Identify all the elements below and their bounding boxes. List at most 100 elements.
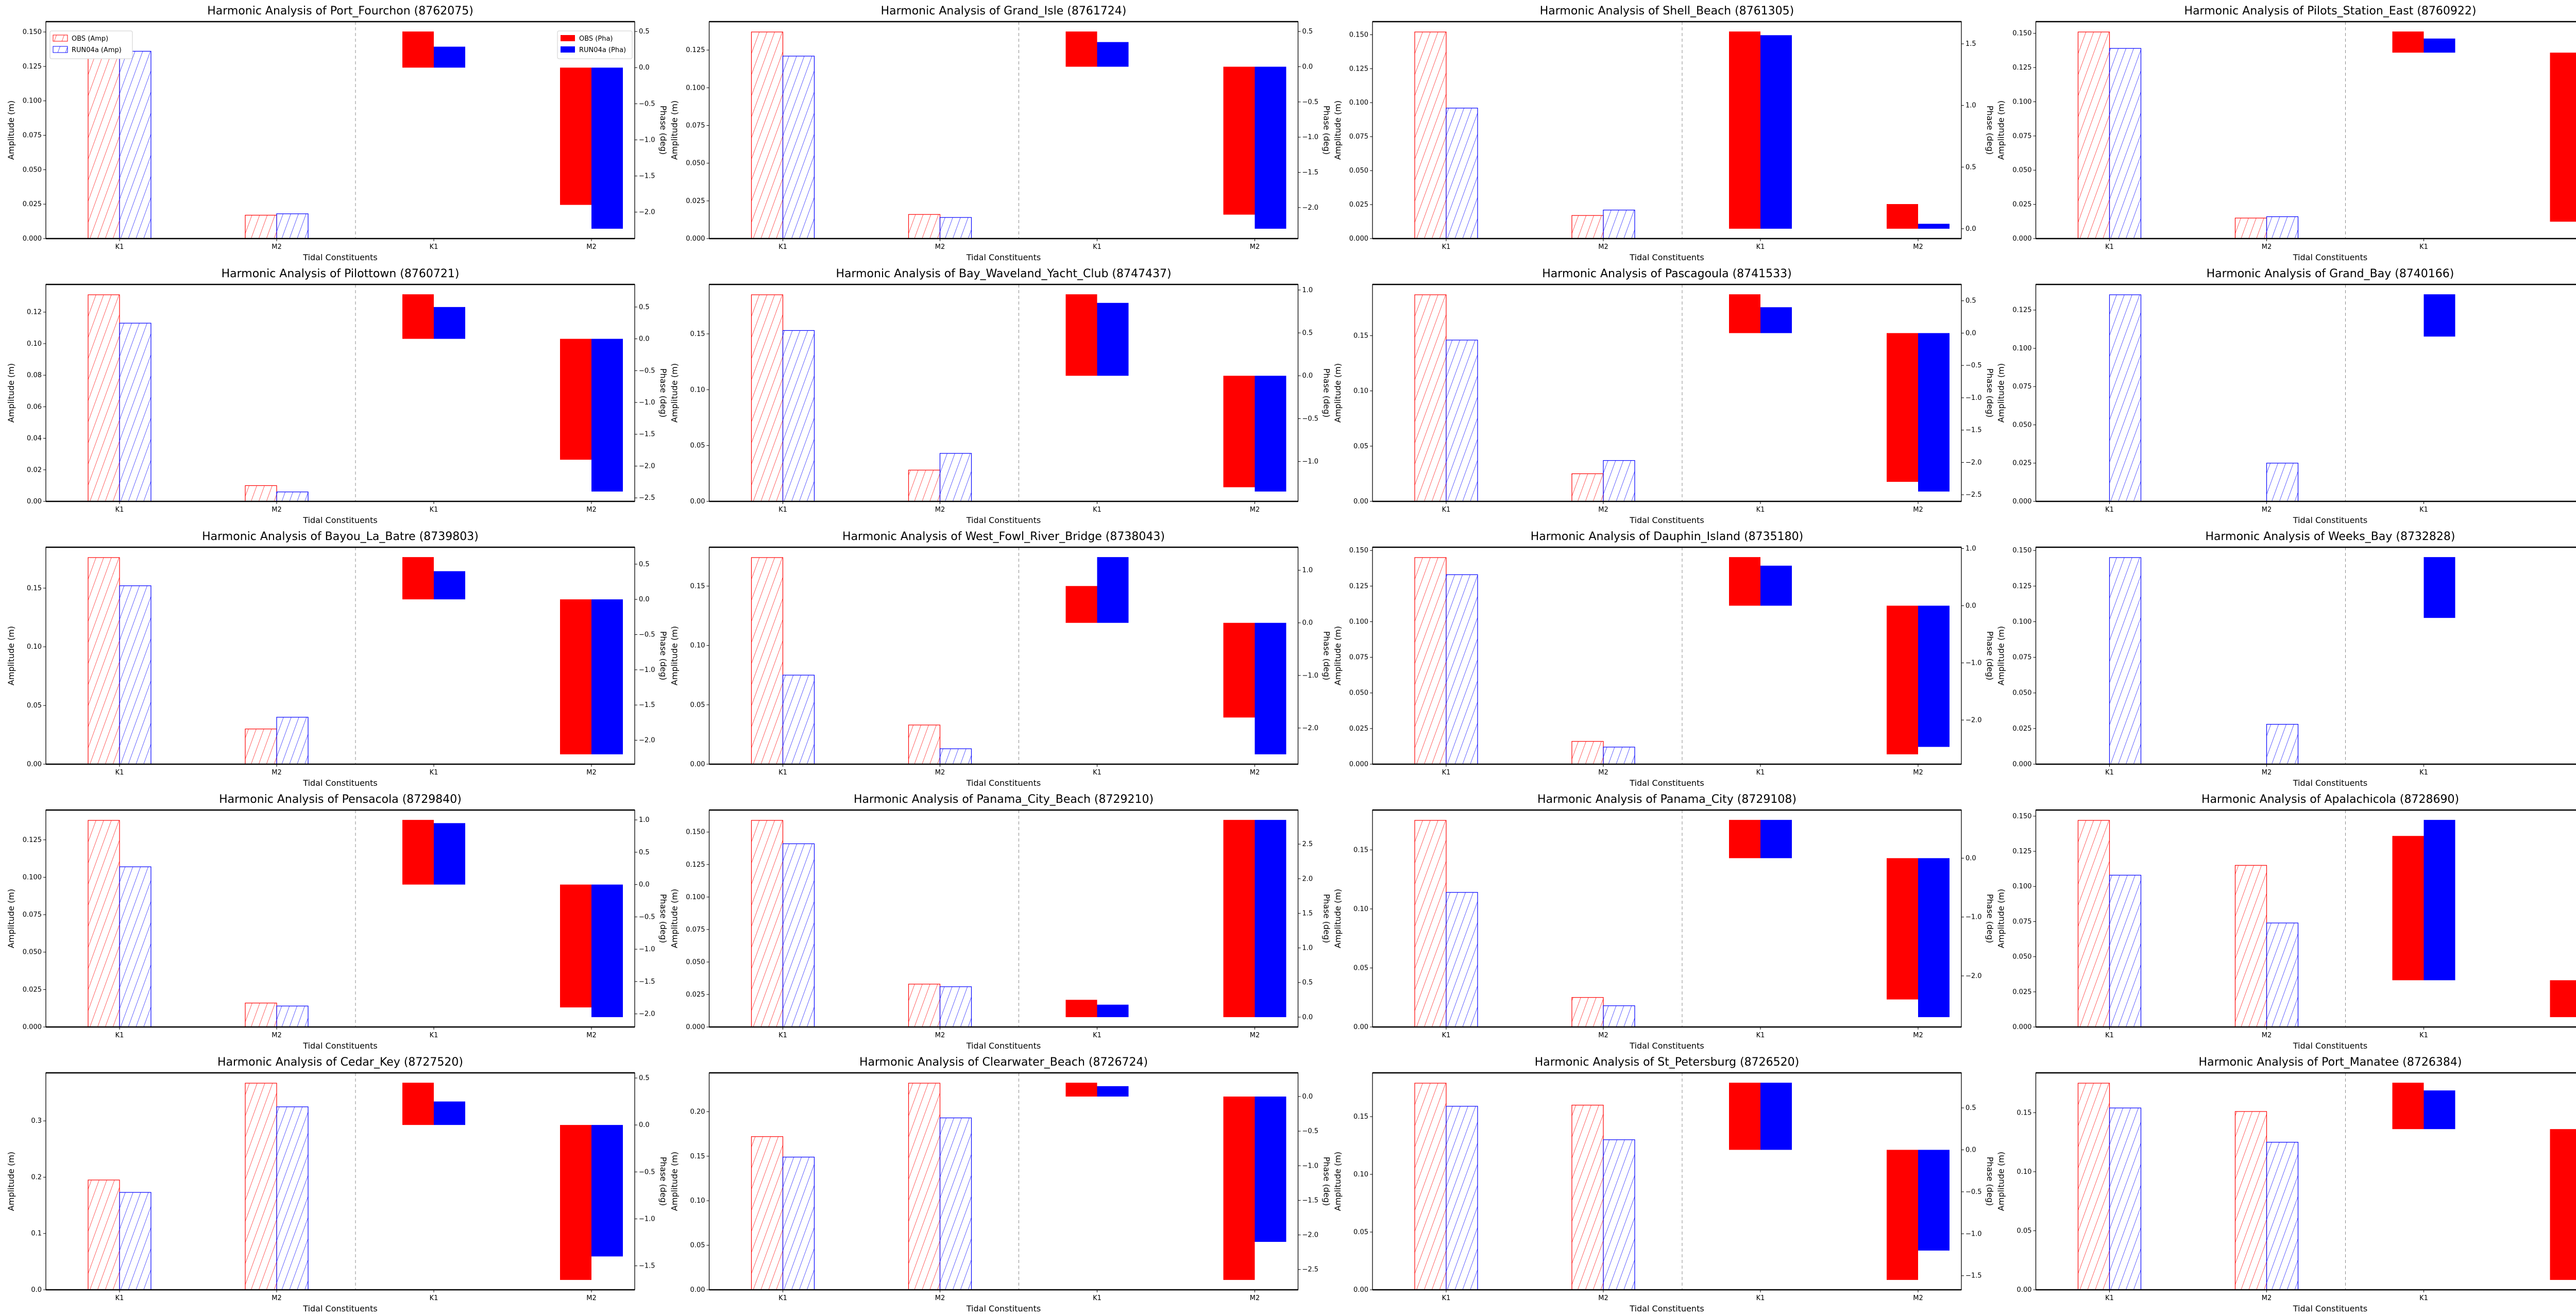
phase-bar-obs-m2 [2550,1129,2576,1280]
x-tick-label: K1 [430,506,438,514]
x-tick-label: M2 [1250,243,1260,251]
phase-axis-label: Phase (deg) [1322,368,1332,418]
amp-bar-run04a-m2 [2266,463,2299,502]
phase-tick-label: 0.0 [1302,372,1313,380]
x-tick-label: K1 [778,506,787,514]
subplot-title: Harmonic Analysis of Dauphin_Island (873… [1531,530,1803,543]
phase-bar-run04a-k1 [434,571,465,600]
subplot-title: Harmonic Analysis of Panama_City_Beach (… [854,793,1154,806]
x-tick-label: K1 [1442,769,1451,777]
phase-tick-label: 1.0 [1302,287,1313,294]
amp-tick-label: 0.000 [2012,1023,2031,1031]
phase-bar-obs-m2 [1887,858,1918,1000]
x-axis-label: Tidal Constituents [2293,252,2367,262]
amp-axis-label: Amplitude (m) [1996,1152,2006,1211]
legend-entry: RUN04a (Pha) [579,46,626,54]
amp-tick-label: 0.075 [23,911,42,919]
phase-tick-label: 0.5 [1302,979,1313,987]
amp-axis-label: Amplitude (m) [6,889,16,948]
phase-bar-obs-m2 [1887,204,1918,229]
x-tick-label: M2 [2262,1294,2272,1302]
phase-bar-run04a-k1 [2424,1090,2455,1130]
amp-axis-label: Amplitude (m) [670,889,680,948]
amp-tick-label: 0.100 [686,84,705,92]
amp-tick-label: 0.075 [686,926,705,934]
amp-bar-obs-k1 [751,1136,784,1290]
phase-bar-obs-m2 [2550,980,2576,1017]
phase-tick-label: −2.0 [1302,725,1319,732]
phase-axis-label: Phase (deg) [1985,368,1995,418]
amp-tick-label: 0.05 [2017,1227,2032,1235]
amp-tick-label: 0.10 [1353,905,1368,913]
phase-bar-obs-m2 [1887,605,1918,754]
x-tick-label: M2 [272,1032,282,1039]
x-tick-label: K1 [1093,506,1101,514]
phase-axis-label: Phase (deg) [1985,631,1995,681]
subplot-title: Harmonic Analysis of Pascagoula (8741533… [1542,267,1791,280]
phase-tick-label: 0.5 [639,304,650,311]
phase-bar-run04a-k1 [1760,307,1792,333]
phase-tick-label: −0.5 [1965,1188,1982,1196]
amp-tick-label: 0.000 [686,235,705,243]
x-tick-label: K1 [778,243,787,251]
phase-tick-label: 1.0 [1965,545,1976,552]
x-tick-label: K1 [1442,1294,1451,1302]
amp-axis-label: Amplitude (m) [1996,626,2006,685]
amp-tick-label: 0.000 [2012,498,2031,506]
x-axis-label: Tidal Constituents [1629,1304,1704,1313]
amp-tick-label: 0.050 [23,949,42,956]
amp-axis-label: Amplitude (m) [6,100,16,160]
amp-tick-label: 0.075 [23,132,42,140]
subplot: Harmonic Analysis of Panama_City_Beach (… [670,793,1332,1051]
x-axis-label: Tidal Constituents [2293,778,2367,788]
phase-tick-label: 0.0 [1302,619,1313,627]
amp-tick-label: 0.02 [27,466,42,474]
subplot: Harmonic Analysis of Bayou_La_Batre (873… [6,530,668,788]
phase-bar-obs-m2 [1223,376,1255,487]
amp-axis-label: Amplitude (m) [6,1152,16,1211]
subplot: Harmonic Analysis of Bay_Waveland_Yacht_… [670,267,1332,525]
amp-bar-run04a-m2 [1603,1139,1635,1290]
amp-tick-label: 0.100 [2012,883,2031,890]
amp-tick-label: 0.150 [2012,813,2031,820]
phase-tick-label: 0.5 [1965,163,1976,171]
amp-tick-label: 0.025 [23,200,42,208]
x-tick-label: M2 [272,243,282,251]
x-tick-label: M2 [1598,1294,1608,1302]
phase-tick-label: 2.0 [1302,875,1313,883]
x-axis-label: Tidal Constituents [966,515,1041,525]
amp-tick-label: 0.15 [2017,1109,2032,1117]
amp-tick-label: 0.025 [686,197,705,205]
amp-tick-label: 0.075 [2012,383,2031,391]
phase-bar-obs-m2 [560,339,591,460]
phase-tick-label: −1.0 [639,1215,655,1223]
amp-axis-label: Amplitude (m) [1996,889,2006,948]
x-tick-label: M2 [272,1294,282,1302]
amp-bar-obs-m2 [908,725,941,765]
phase-tick-label: −1.5 [639,431,655,439]
x-tick-label: K1 [2105,1032,2114,1039]
x-tick-label: K1 [778,1032,787,1039]
phase-tick-label: 2.5 [1302,840,1313,848]
phase-tick-label: −1.0 [1965,659,1982,667]
phase-tick-label: −1.5 [639,1262,655,1270]
x-tick-label: K1 [1756,506,1765,514]
phase-bar-obs-m2 [1223,66,1255,215]
phase-tick-label: −0.5 [1302,98,1319,106]
amp-tick-label: 0.075 [1349,133,1368,141]
amp-bar-obs-k1 [88,557,120,765]
amp-tick-label: 0.025 [2012,201,2031,209]
phase-tick-label: 0.0 [1965,1146,1976,1154]
amp-bar-run04a-k1 [119,585,151,765]
phase-bar-obs-k1 [402,1083,434,1125]
amp-tick-label: 0.00 [27,761,42,768]
amp-bar-run04a-m2 [2266,216,2299,239]
subplot-title: Harmonic Analysis of Cedar_Key (8727520) [217,1056,463,1069]
x-tick-label: M2 [586,1294,597,1302]
x-axis-label: Tidal Constituents [302,515,377,525]
amp-bar-run04a-k1 [2109,294,2142,502]
amp-bar-run04a-m2 [939,748,972,765]
amp-tick-label: 0.150 [1349,31,1368,39]
amp-tick-label: 0.05 [1353,1228,1368,1236]
x-tick-label: M2 [1913,506,1923,514]
